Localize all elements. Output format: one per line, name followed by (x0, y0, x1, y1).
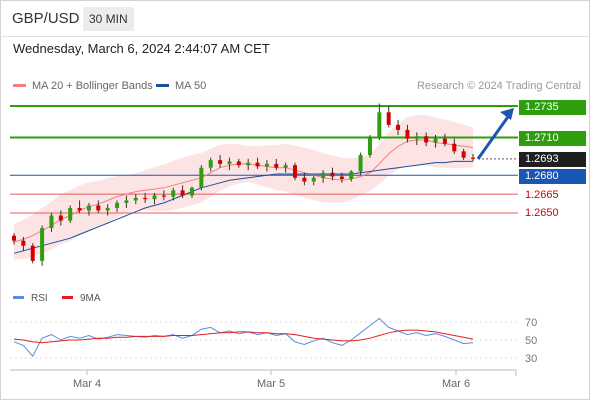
level-label-4: 1.2680 (519, 169, 586, 184)
candle-body (58, 215, 63, 221)
candle-body (180, 190, 185, 196)
candle-body (12, 235, 16, 241)
candle-body (442, 138, 447, 144)
candle-body (143, 197, 148, 200)
legend-ma20: MA 20 + Bollinger Bands (13, 80, 153, 92)
ma50-label: MA 50 (175, 80, 207, 92)
candle-body (367, 137, 372, 156)
candle-body (330, 172, 335, 177)
candle-body (199, 167, 204, 188)
timeframe-badge[interactable]: 30 MIN (83, 7, 134, 31)
candle-body (264, 163, 269, 167)
candle-body (311, 177, 316, 182)
credit-text: Research © 2024 Trading Central (416, 80, 581, 92)
candle-body (433, 138, 438, 143)
candle-body (236, 161, 241, 166)
legend-ma50: MA 50 (156, 80, 206, 92)
candle-body (77, 207, 82, 211)
legend-rsi-ma: 9MA (62, 293, 101, 304)
forecast-arrow (476, 113, 512, 160)
candle-body (21, 240, 26, 246)
rsi-ma-line (13, 329, 474, 344)
candle-body (321, 172, 326, 178)
candle-body (133, 197, 138, 201)
candle-body (161, 195, 166, 197)
level-label-2: 1.2710 (519, 131, 586, 146)
candle-body (283, 165, 288, 168)
rsi-label: RSI (31, 293, 48, 304)
x-tick-label: Mar 5 (257, 378, 285, 390)
candle-body (396, 124, 401, 130)
candle-body (152, 195, 157, 200)
candle-body (461, 151, 466, 158)
level-label-3: 1.2693 (519, 152, 586, 167)
candle-body (424, 136, 429, 143)
candle-body (86, 205, 91, 211)
candle-body (49, 215, 54, 229)
legend-rsi: RSI (13, 293, 48, 304)
ma20-swatch (13, 83, 26, 87)
candle-body (386, 112, 391, 125)
candle-body (302, 177, 307, 182)
symbol-label: GBP/USD (12, 10, 80, 27)
candle-body (96, 205, 101, 211)
ma50-line (13, 160, 473, 254)
ma50-swatch (156, 83, 169, 87)
candle-body (349, 171, 354, 180)
x-tick-label: Mar 6 (442, 378, 470, 390)
candle-body (405, 129, 410, 139)
candle-body (246, 162, 251, 166)
candle-body (377, 112, 382, 138)
candle-body (105, 207, 110, 211)
candle-body (115, 202, 120, 208)
header-divider (0, 36, 590, 37)
candle-body (452, 143, 457, 152)
rsi-ma-swatch (62, 295, 73, 299)
level-label-1: 1.2735 (519, 100, 586, 115)
level-label-5: 1.2665 (525, 189, 559, 201)
candle-body (339, 176, 344, 180)
candle-body (471, 157, 475, 159)
rsi-swatch (13, 295, 24, 299)
candle-body (171, 190, 176, 197)
candle-body (218, 160, 223, 164)
candle-body (293, 165, 298, 178)
candle-body (274, 163, 279, 168)
candle-body (227, 161, 232, 164)
candle-body (40, 228, 45, 261)
level-label-6: 1.2650 (525, 207, 559, 219)
rsi-line (13, 317, 474, 358)
rsi-ma-label: 9MA (80, 293, 101, 304)
header: GBP/USD 30 MIN (0, 0, 590, 36)
forecast-arrow-head (500, 108, 514, 120)
datetime-label: Wednesday, March 6, 2024 2:44:07 AM CET (13, 41, 270, 56)
candle-body (414, 136, 419, 139)
bollinger-band (14, 114, 473, 260)
candle-body (189, 187, 194, 196)
candle-body (68, 207, 73, 221)
rsi-tick-label: 50 (525, 335, 537, 347)
candle-body (30, 245, 35, 261)
candle-body (255, 162, 260, 167)
candle-body (208, 160, 213, 168)
rsi-tick-label: 30 (525, 353, 537, 365)
rsi-tick-label: 70 (525, 317, 537, 329)
ma20-label: MA 20 + Bollinger Bands (32, 80, 153, 92)
candle-body (124, 200, 129, 203)
candle-body (358, 155, 363, 172)
x-tick-label: Mar 4 (73, 378, 101, 390)
